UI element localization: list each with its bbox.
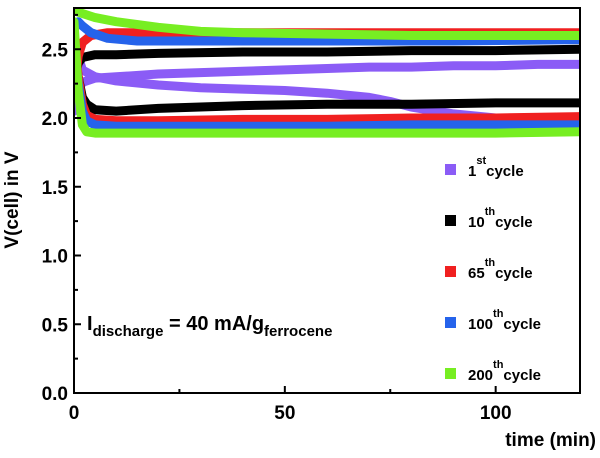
plot-frame — [73, 7, 581, 394]
legend-swatch — [445, 317, 456, 328]
y-tick-label: 0.0 — [42, 384, 68, 405]
x-tick-label: 100 — [480, 403, 512, 424]
y-tick-label: 1.5 — [42, 178, 69, 199]
legend-swatch — [445, 368, 456, 379]
y-tick-label: 0.5 — [42, 315, 69, 336]
annotation-main: I — [87, 313, 93, 335]
legend-label: 1stcycle — [468, 155, 524, 180]
annotation-sub-ferrocene: ferrocene — [264, 323, 332, 340]
y-tick-label: 2.5 — [42, 40, 69, 61]
legend: 1stcycle 10thcycle 65thcycle 100thcycle 200t… — [445, 155, 541, 384]
tick-labels-layer: 0 50 100 0.0 0.5 1.0 1.5 2.0 2.5 — [42, 40, 512, 424]
x-tick-label: 50 — [274, 403, 295, 424]
y-tick-label: 1.0 — [42, 247, 68, 268]
legend-label: 65thcycle — [468, 257, 533, 282]
legend-label: 10thcycle — [468, 206, 533, 231]
legend-swatch — [445, 266, 456, 277]
legend-label: 100thcycle — [468, 308, 541, 333]
annotation-sub-discharge: discharge — [93, 323, 164, 340]
series-100th-cycle-charge-line — [74, 17, 580, 46]
y-tick-label: 2.0 — [42, 109, 68, 130]
y-axis-title: V(cell) in V — [2, 151, 23, 248]
legend-label: 200thcycle — [468, 359, 541, 384]
legend-swatch — [445, 164, 456, 175]
series-200th-cycle-charge-line — [74, 8, 580, 40]
legend-swatch — [445, 215, 456, 226]
current-annotation: Idischarge = 40 mA/gferrocene — [87, 313, 332, 340]
series-1st-cycle-charge-line — [74, 59, 580, 116]
series-layer — [74, 8, 580, 138]
annotation-middle: = 40 mA/g — [163, 313, 264, 335]
series-200th-cycle-discharge-line — [74, 17, 580, 138]
x-tick-label: 0 — [69, 403, 80, 424]
x-axis-title: time (min) — [505, 430, 596, 451]
